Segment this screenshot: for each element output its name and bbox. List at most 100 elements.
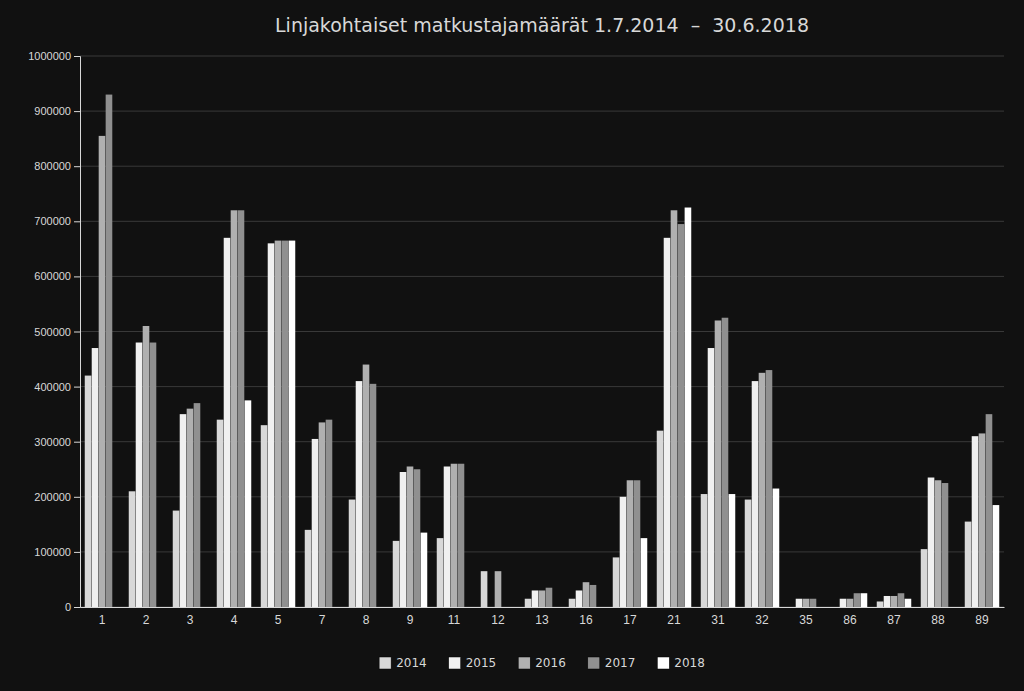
y-tick: 100000 bbox=[34, 546, 80, 558]
x-tick-label: 86 bbox=[843, 613, 857, 627]
bar bbox=[678, 224, 685, 607]
legend-item: 2018 bbox=[657, 656, 705, 670]
legend-item: 2016 bbox=[518, 656, 566, 670]
bar bbox=[451, 464, 458, 607]
bar bbox=[708, 348, 715, 607]
x-tick-label: 4 bbox=[231, 613, 238, 627]
bar bbox=[671, 210, 678, 607]
bar bbox=[224, 238, 231, 607]
x-tick-label: 1 bbox=[99, 613, 106, 627]
legend: 2014 2015 2016 2017 2018 bbox=[379, 656, 705, 670]
bar bbox=[333, 607, 340, 608]
y-tick: 0 bbox=[65, 601, 80, 613]
y-tick-mark bbox=[74, 497, 80, 498]
x-tick-label: 9 bbox=[407, 613, 414, 627]
bar bbox=[847, 599, 854, 607]
bar bbox=[921, 549, 928, 607]
bar bbox=[597, 607, 604, 608]
bar bbox=[136, 343, 143, 607]
y-tick: 300000 bbox=[34, 436, 80, 448]
x-tick-label: 17 bbox=[623, 613, 637, 627]
bar bbox=[539, 590, 546, 607]
bar-series bbox=[99, 136, 986, 607]
bar bbox=[905, 599, 912, 607]
bar bbox=[217, 420, 224, 607]
x-tick: 32 bbox=[755, 613, 769, 627]
bar bbox=[282, 241, 289, 607]
bar bbox=[85, 376, 92, 607]
bar bbox=[92, 348, 99, 607]
y-tick-label: 200000 bbox=[34, 491, 71, 503]
bar bbox=[898, 593, 905, 607]
bar bbox=[942, 483, 949, 607]
bar-series bbox=[245, 208, 1000, 607]
x-tick-label: 32 bbox=[755, 613, 769, 627]
legend-label: 2014 bbox=[396, 656, 427, 670]
bar bbox=[289, 241, 296, 607]
bar bbox=[965, 522, 972, 607]
bar bbox=[481, 571, 488, 607]
x-tick-label: 21 bbox=[667, 613, 681, 627]
bar bbox=[370, 384, 377, 607]
bar bbox=[143, 326, 150, 607]
bar bbox=[157, 607, 164, 608]
bar bbox=[854, 593, 861, 607]
y-tick-label: 700000 bbox=[34, 215, 71, 227]
y-tick-label: 1000000 bbox=[28, 50, 71, 62]
x-tick-label: 16 bbox=[579, 613, 593, 627]
title: Linjakohtaiset matkustajamäärät 1.7.2014… bbox=[275, 14, 809, 36]
y-tick-label: 100000 bbox=[34, 546, 71, 558]
bar bbox=[810, 599, 817, 607]
bar bbox=[421, 533, 428, 607]
y-tick-label: 0 bbox=[65, 601, 71, 613]
bar bbox=[861, 593, 868, 607]
grid-line bbox=[80, 221, 1004, 222]
grid-line bbox=[80, 331, 1004, 332]
bar bbox=[180, 414, 187, 607]
bar bbox=[641, 538, 648, 607]
bar bbox=[634, 480, 641, 607]
legend-swatch bbox=[657, 657, 669, 669]
bar bbox=[993, 505, 1000, 607]
grid bbox=[80, 56, 1004, 607]
legend-swatch bbox=[518, 657, 530, 669]
grid-line bbox=[80, 111, 1004, 112]
grid-line bbox=[80, 56, 1004, 57]
bar bbox=[884, 596, 891, 607]
legend-item: 2017 bbox=[588, 656, 636, 670]
bar bbox=[928, 478, 935, 607]
bar bbox=[722, 318, 729, 607]
x-tick: 89 bbox=[975, 613, 989, 627]
x-tick: 17 bbox=[623, 613, 637, 627]
x-tick: 9 bbox=[407, 613, 414, 627]
bar bbox=[627, 480, 634, 607]
y-tick: 600000 bbox=[34, 270, 80, 282]
grid-line bbox=[80, 276, 1004, 277]
bar bbox=[201, 607, 208, 608]
x-tick: 88 bbox=[931, 613, 945, 627]
bar bbox=[796, 599, 803, 607]
x-tick: 4 bbox=[231, 613, 238, 627]
bar bbox=[891, 596, 898, 607]
bar bbox=[525, 599, 532, 607]
y-axis: 0100000200000300000400000500000600000700… bbox=[28, 50, 80, 613]
bar bbox=[106, 95, 113, 607]
bar bbox=[363, 365, 370, 607]
bar bbox=[729, 494, 736, 607]
bar bbox=[113, 607, 120, 608]
bar bbox=[238, 210, 245, 607]
y-tick: 800000 bbox=[34, 160, 80, 172]
bar bbox=[319, 422, 326, 607]
plot: 0100000200000300000400000500000600000700… bbox=[28, 50, 1004, 627]
x-tick-label: 5 bbox=[275, 613, 282, 627]
y-tick: 500000 bbox=[34, 326, 80, 338]
legend-swatch bbox=[588, 657, 600, 669]
bar bbox=[414, 469, 421, 607]
legend-label: 2015 bbox=[466, 656, 497, 670]
bar bbox=[840, 599, 847, 607]
bar bbox=[986, 414, 993, 607]
x-tick-label: 13 bbox=[535, 613, 549, 627]
y-tick-label: 800000 bbox=[34, 160, 71, 172]
x-tick: 86 bbox=[843, 613, 857, 627]
y-tick-mark bbox=[74, 607, 80, 608]
